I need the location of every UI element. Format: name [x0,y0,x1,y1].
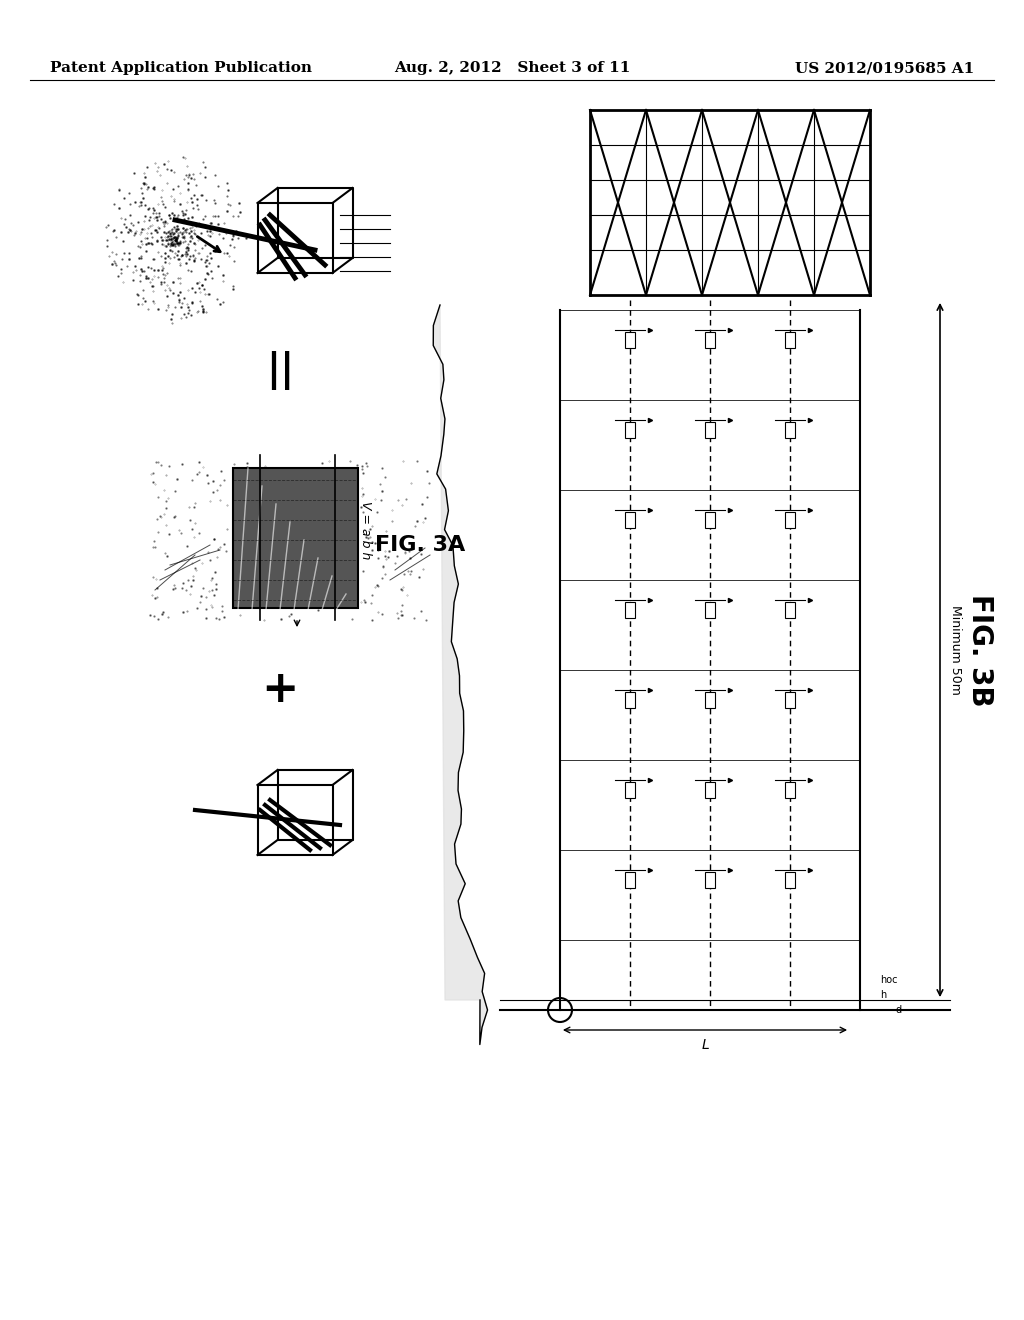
Bar [625,512,635,528]
Bar [785,512,795,528]
Bar [785,422,795,438]
Bar [705,781,715,799]
Bar [705,422,715,438]
Text: ||: || [266,351,294,389]
Text: FIG. 3B: FIG. 3B [966,594,994,706]
Text: Aug. 2, 2012   Sheet 3 of 11: Aug. 2, 2012 Sheet 3 of 11 [394,61,630,75]
Text: h: h [880,990,886,1001]
Text: +: + [261,668,299,711]
Text: hoc: hoc [880,975,897,985]
Bar [785,692,795,708]
Bar [625,781,635,799]
Bar [785,333,795,348]
Text: US 2012/0195685 A1: US 2012/0195685 A1 [795,61,974,75]
Text: L: L [701,1038,709,1052]
Bar [785,781,795,799]
Bar [705,512,715,528]
Bar [625,602,635,618]
Bar [705,692,715,708]
Bar [785,602,795,618]
Text: Minimum 50m: Minimum 50m [948,605,962,694]
Text: FIG. 3A: FIG. 3A [375,535,465,554]
Bar [625,333,635,348]
Bar [785,873,795,888]
Bar [625,422,635,438]
Bar [625,873,635,888]
Bar [705,873,715,888]
Polygon shape [433,305,487,1044]
Bar [625,692,635,708]
Text: V = a b h: V = a b h [358,500,372,560]
Bar [233,469,358,609]
Bar [705,333,715,348]
Bar [705,602,715,618]
Text: Patent Application Publication: Patent Application Publication [50,61,312,75]
Text: d: d [895,1005,901,1015]
